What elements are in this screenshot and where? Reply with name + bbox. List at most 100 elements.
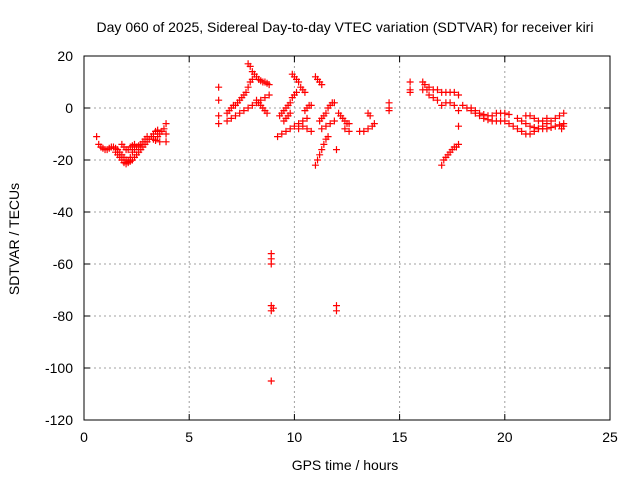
x-tick-label: 15: [392, 429, 408, 445]
data-point: [278, 130, 286, 138]
data-point: [345, 127, 353, 135]
data-point: [330, 99, 338, 107]
data-point: [509, 122, 517, 130]
data-point: [316, 151, 324, 159]
data-point: [265, 91, 273, 99]
data-point: [156, 138, 164, 146]
data-point: [551, 122, 559, 130]
data-point: [295, 125, 303, 133]
data-point: [539, 117, 547, 125]
y-axis-title: SDTVAR / TECUs: [6, 183, 22, 295]
data-point: [93, 133, 101, 141]
grid: [84, 56, 610, 420]
data-point: [244, 104, 252, 112]
data-point: [267, 377, 275, 385]
data-point: [547, 124, 555, 131]
data-point: [322, 122, 330, 130]
data-point: [518, 127, 526, 135]
data-point: [406, 88, 414, 96]
data-point: [488, 112, 496, 120]
data-point: [130, 140, 138, 148]
data-point: [501, 109, 509, 117]
data-point: [450, 101, 458, 109]
data-point: [360, 127, 368, 135]
data-point: [341, 125, 349, 133]
data-point: [505, 111, 513, 118]
data-point: [215, 96, 223, 104]
data-point: [248, 101, 256, 109]
data-point: [274, 133, 282, 141]
data-point: [215, 120, 223, 128]
data-point: [160, 125, 168, 133]
data-point: [231, 112, 239, 120]
data-point: [246, 62, 254, 70]
data-point: [501, 117, 509, 125]
data-point: [459, 101, 467, 109]
data-point: [267, 260, 275, 268]
data-point: [556, 112, 564, 120]
data-point: [293, 88, 301, 96]
data-point: [450, 88, 458, 96]
data-point: [560, 109, 568, 117]
data-point: [286, 99, 294, 107]
data-point: [364, 125, 372, 133]
data-point: [314, 156, 322, 164]
data-point: [530, 124, 538, 131]
data-point: [227, 114, 235, 122]
data-point: [154, 126, 162, 134]
data-point: [543, 125, 551, 133]
y-tick-label: -60: [53, 256, 73, 272]
data-point: [324, 133, 332, 141]
data-point: [438, 161, 446, 169]
data-point: [425, 91, 433, 99]
data-point: [318, 81, 326, 89]
x-tick-label: 25: [602, 429, 618, 445]
data-point: [526, 130, 534, 138]
data-point: [307, 127, 315, 135]
plot-frame: [83, 55, 611, 421]
data-point: [320, 140, 328, 148]
data-point: [551, 114, 559, 122]
data-point: [446, 99, 454, 107]
data-point: [429, 94, 437, 102]
data-point: [513, 114, 521, 122]
data-point: [518, 117, 526, 125]
data-point: [480, 111, 488, 118]
y-tick-label: -120: [45, 412, 73, 428]
data-point: [455, 91, 463, 99]
data-point: [295, 78, 303, 86]
data-point: [248, 75, 256, 83]
data-point: [263, 109, 271, 117]
y-tick-label: 0: [65, 100, 73, 116]
data-point: [282, 127, 290, 135]
data-point: [332, 146, 340, 154]
data-point: [303, 114, 311, 122]
chart-title: Day 060 of 2025, Sidereal Day-to-day VTE…: [97, 19, 594, 35]
data-point: [526, 112, 534, 120]
y-tick-label: -100: [45, 360, 73, 376]
x-tick-label: 20: [497, 429, 513, 445]
x-tick-label: 0: [80, 429, 88, 445]
data-point: [421, 81, 429, 89]
data-point: [261, 94, 269, 102]
data-point: [244, 83, 252, 91]
data-point: [162, 130, 170, 138]
data-point: [307, 101, 315, 109]
data-point: [547, 117, 555, 125]
data-point: [242, 88, 250, 96]
data-point: [370, 120, 378, 128]
data-point: [152, 137, 160, 144]
data-point: [311, 161, 319, 169]
data-point: [215, 83, 223, 91]
x-tick-label: 10: [287, 429, 303, 445]
axis-ticks: -120 -100 -80 -60 -40 -20 0 20 0 5 10 15 20 25: [45, 48, 618, 445]
data-point: [385, 107, 393, 115]
data-point: [265, 81, 273, 89]
data-point: [556, 121, 564, 129]
data-point: [326, 120, 334, 128]
y-tick-label: 20: [57, 48, 73, 64]
data-point: [215, 112, 223, 120]
data-point: [476, 109, 484, 117]
data-point: [269, 304, 277, 312]
